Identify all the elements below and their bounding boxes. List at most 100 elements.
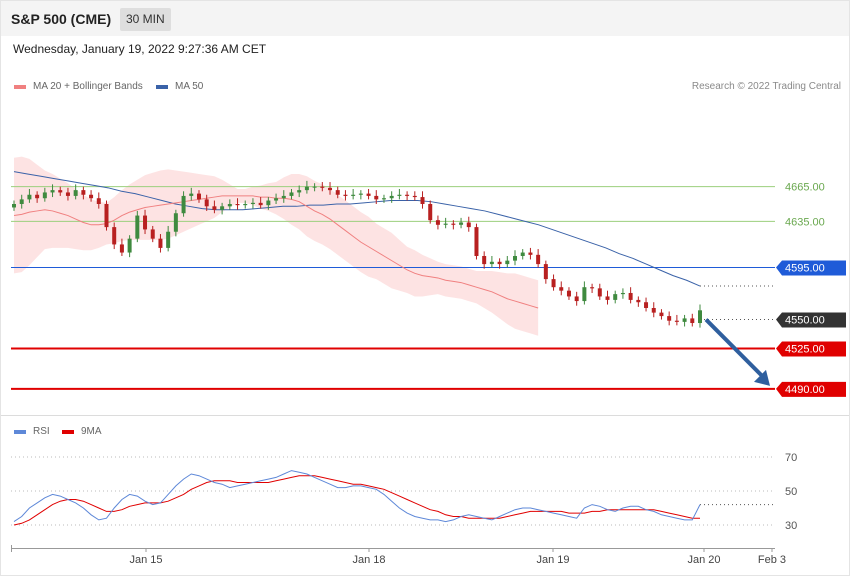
- candle-body: [690, 318, 695, 324]
- candle-body: [528, 252, 533, 255]
- candle-body: [559, 287, 564, 291]
- level-label-4550.00: 4550.00: [785, 315, 825, 327]
- candle-body: [597, 288, 602, 297]
- candle-body: [536, 254, 541, 265]
- candle-body: [620, 292, 625, 295]
- candle-body: [328, 187, 333, 191]
- candle-body: [173, 213, 178, 232]
- candle-body: [459, 222, 464, 225]
- candle-body: [166, 231, 171, 248]
- candle-body: [42, 192, 47, 199]
- candle-body: [65, 192, 70, 196]
- timeframe-badge[interactable]: 30 MIN: [120, 8, 171, 31]
- legend-rsi: RSI: [14, 426, 50, 437]
- projection-arrow-head: [754, 369, 770, 386]
- candle-body: [96, 198, 101, 204]
- candle-body: [682, 318, 687, 322]
- chart-header: S&P 500 (CME) 30 MIN: [1, 1, 849, 36]
- candle-body: [250, 202, 255, 204]
- candle-body: [659, 312, 664, 317]
- legend-9ma: 9MA: [62, 426, 102, 437]
- legend-ma20-label: MA 20 + Bollinger Bands: [33, 81, 143, 92]
- candle-body: [143, 215, 148, 230]
- candle-body: [35, 194, 40, 199]
- candle-body: [73, 190, 78, 196]
- level-label-4525.00: 4525.00: [785, 343, 825, 355]
- candle-body: [474, 227, 479, 256]
- candle-body: [258, 202, 263, 206]
- candle-body: [520, 252, 525, 256]
- candle-body: [420, 197, 425, 204]
- legend-rsi-swatch: [14, 429, 26, 434]
- candle-body: [644, 302, 649, 308]
- candle-body: [497, 261, 502, 265]
- candle-body: [58, 190, 63, 193]
- candle-body: [189, 193, 194, 196]
- candle-body: [590, 287, 595, 289]
- legend-ma20-swatch: [14, 84, 26, 89]
- legend-ma50: MA 50: [156, 81, 203, 92]
- rsi-9ma-line: [13, 475, 700, 526]
- level-label-4665.00: 4665.00: [785, 182, 825, 194]
- candle-body: [636, 299, 641, 303]
- candle-body: [412, 195, 417, 198]
- ma50-line: [13, 171, 701, 287]
- candle-body: [451, 223, 456, 225]
- candle-body: [104, 204, 109, 228]
- time-tick-label-jan-19: Jan 19: [536, 554, 569, 566]
- rsi-level-label-50: 50: [785, 486, 797, 498]
- candle-body: [12, 204, 16, 208]
- bollinger-band-area: [14, 156, 539, 336]
- candle-body: [435, 220, 440, 225]
- candle-body: [366, 193, 371, 196]
- candle-body: [551, 279, 556, 288]
- candle-body: [428, 204, 433, 221]
- candle-body: [397, 194, 402, 196]
- candle-body: [443, 223, 448, 225]
- candle-body: [698, 310, 702, 324]
- candle-body: [220, 206, 225, 210]
- projection-arrow-shaft: [704, 318, 766, 380]
- candle-body: [181, 195, 186, 214]
- time-tick-label-feb-3: Feb 3: [758, 554, 786, 566]
- candle-body: [243, 204, 248, 206]
- candle-body: [135, 215, 140, 239]
- research-credit: Research © 2022 Trading Central: [691, 81, 841, 92]
- candles-group: [12, 180, 702, 328]
- level-label-4635.00: 4635.00: [785, 216, 825, 228]
- candle-body: [335, 190, 340, 195]
- candle-body: [405, 194, 410, 196]
- candle-body: [389, 195, 394, 199]
- instrument-title: S&P 500 (CME): [11, 11, 112, 27]
- candle-body: [613, 294, 618, 300]
- candle-body: [119, 244, 124, 253]
- level-label-4490.00: 4490.00: [785, 384, 825, 396]
- candle-body: [374, 195, 379, 200]
- time-tick-label-jan-20: Jan 20: [687, 554, 720, 566]
- candle-body: [196, 193, 201, 200]
- candle-body: [651, 308, 656, 313]
- candle-body: [513, 256, 518, 261]
- candle-body: [127, 238, 132, 253]
- candle-body: [320, 186, 325, 188]
- candle-body: [381, 198, 386, 200]
- candle-body: [227, 204, 232, 207]
- candle-body: [466, 222, 471, 228]
- candle-body: [204, 199, 209, 207]
- level-tag-4490.00: [776, 381, 846, 397]
- candle-body: [158, 238, 163, 248]
- candle-body: [297, 190, 302, 193]
- candle-body: [489, 261, 494, 265]
- level-label-4595.00: 4595.00: [785, 263, 825, 275]
- candle-body: [150, 229, 155, 239]
- candle-body: [543, 264, 548, 280]
- candle-body: [505, 260, 510, 265]
- candle-body: [605, 296, 610, 300]
- candle-body: [358, 193, 363, 195]
- candle-body: [266, 200, 271, 206]
- candle-body: [212, 206, 217, 210]
- level-tag-4595.00: [776, 260, 846, 276]
- legend-rsi-label: RSI: [33, 426, 50, 437]
- candle-body: [482, 256, 487, 265]
